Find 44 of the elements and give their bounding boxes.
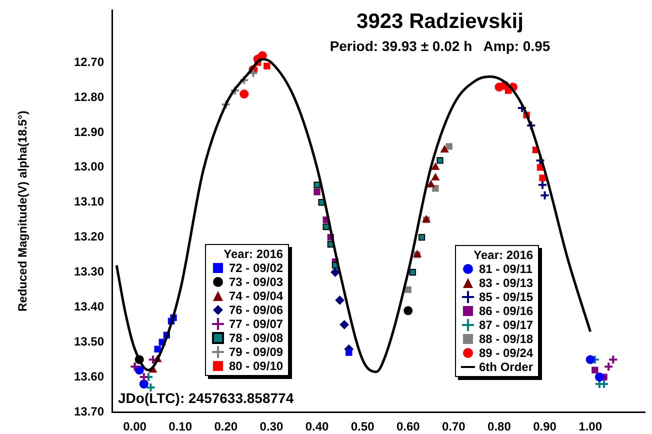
y-tick-label: 12.80 bbox=[74, 90, 104, 104]
legend-label: 78 - 09/08 bbox=[229, 331, 284, 345]
x-tick-label: 0.40 bbox=[305, 420, 329, 434]
text: Period: 39.93 ± 0.02 h Amp: 0.95 bbox=[330, 38, 550, 54]
legend-label: 74 - 09/04 bbox=[229, 289, 284, 303]
y-tick-label: 13.20 bbox=[74, 230, 104, 244]
legend-label: 79 - 09/09 bbox=[229, 345, 284, 359]
y-tick-label: 13.50 bbox=[74, 334, 104, 348]
x-tick-label: 0.00 bbox=[123, 420, 147, 434]
x-tick-label: 0.50 bbox=[350, 420, 375, 434]
legend-label: 77 - 09/07 bbox=[229, 317, 284, 331]
legend-label: 89 - 09/24 bbox=[479, 346, 534, 360]
annotation: JDo(LTC): 2457633.858774 bbox=[118, 390, 294, 406]
legend-label: 73 - 09/03 bbox=[229, 275, 284, 289]
x-tick-label: 0.90 bbox=[533, 420, 557, 434]
y-tick-label: 13.10 bbox=[74, 194, 104, 209]
x-tick-label: 0.20 bbox=[214, 420, 238, 434]
chart-title: 3923 Radzievskij bbox=[356, 10, 524, 34]
legend-label: 72 - 09/02 bbox=[229, 261, 284, 275]
y-tick-label: 12.70 bbox=[74, 54, 104, 69]
y-axis-title: Reduced Magnitude(V) alpha(18.5°) bbox=[16, 110, 30, 312]
legend-label: 86 - 09/16 bbox=[479, 304, 534, 318]
x-tick-label: 0.70 bbox=[442, 420, 466, 434]
legend-label: 80 - 09/10 bbox=[229, 359, 284, 373]
x-tick-label: 1.00 bbox=[578, 420, 602, 434]
y-tick-label: 13.00 bbox=[74, 160, 104, 174]
legend-label: 83 - 09/13 bbox=[479, 276, 534, 290]
legend-label: 6th Order bbox=[479, 360, 534, 374]
x-tick-label: 0.80 bbox=[488, 420, 512, 434]
legend-label: 88 - 09/18 bbox=[479, 332, 534, 346]
y-tick-label: 13.60 bbox=[74, 369, 104, 384]
legend-label: 76 - 09/06 bbox=[229, 303, 284, 317]
y-tick-label: 13.70 bbox=[74, 404, 104, 418]
x-tick-label: 0.30 bbox=[260, 420, 284, 434]
legend-label: 87 - 09/17 bbox=[479, 318, 534, 332]
y-tick-label: 13.40 bbox=[74, 299, 104, 314]
legend-title: Year: 2016 bbox=[222, 247, 284, 261]
x-tick-label: 0.60 bbox=[396, 420, 420, 434]
legend-label: 81 - 09/11 bbox=[479, 262, 532, 276]
y-tick-label: 12.90 bbox=[74, 124, 104, 139]
x-tick-label: 0.10 bbox=[168, 420, 192, 434]
text: Year: 2016 bbox=[474, 248, 534, 262]
legend-label: 85 - 09/15 bbox=[479, 290, 534, 304]
y-tick-label: 13.30 bbox=[74, 264, 104, 279]
